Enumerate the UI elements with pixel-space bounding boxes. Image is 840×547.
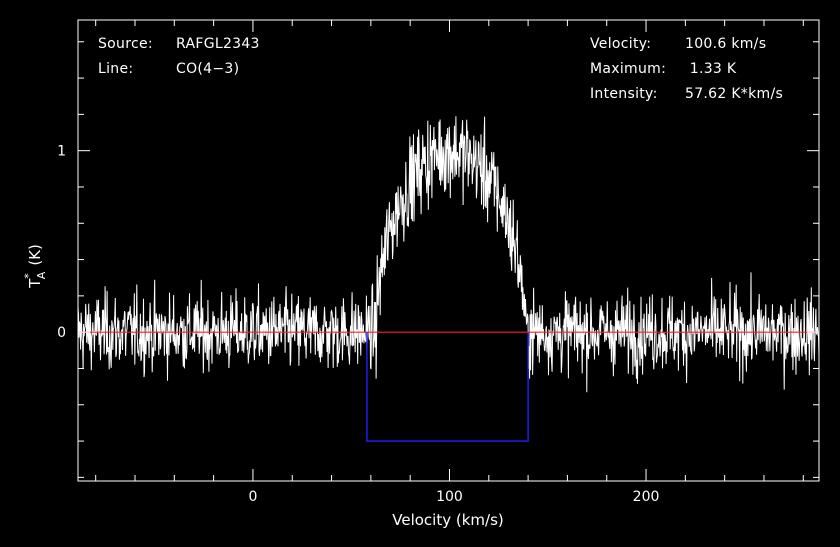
axis-tick-labels: 0 100 200 0 1: [57, 144, 659, 505]
maximum-label: Maximum:: [590, 61, 667, 77]
y-axis-label-unit: (K): [26, 244, 44, 266]
y-tick-label: 0: [57, 325, 66, 341]
spectrum-line-layer: [78, 116, 819, 393]
line-value: CO(4−3): [176, 61, 240, 77]
y-axis-label: T*A (K): [22, 244, 48, 289]
axis-ticks: [78, 20, 819, 481]
source-value: RAFGL2343: [176, 36, 260, 52]
intensity-label: Intensity:: [590, 86, 658, 102]
line-label: Line:: [98, 61, 134, 77]
svg-text:T*A(K): T*A (K): [22, 244, 48, 289]
source-label: Source:: [98, 36, 153, 52]
y-tick-label: 1: [57, 144, 66, 160]
integration-window: [366, 332, 529, 442]
x-tick-label: 100: [436, 489, 463, 505]
y-axis-label-sub: A: [35, 271, 48, 279]
plot-frame: [77, 19, 820, 482]
velocity-value: 100.6 km/s: [685, 36, 767, 52]
velocity-label: Velocity:: [590, 36, 652, 52]
x-axis-label: Velocity (km/s): [392, 511, 503, 529]
spectrum-line: [78, 116, 819, 393]
x-tick-label: 200: [633, 489, 660, 505]
x-tick-label: 0: [248, 489, 257, 505]
intensity-value: 57.62 K*km/s: [685, 86, 784, 102]
maximum-value: 1.33 K: [685, 61, 737, 77]
y-axis-label-main: T: [26, 278, 44, 289]
y-axis-label-sup: *: [22, 273, 35, 279]
